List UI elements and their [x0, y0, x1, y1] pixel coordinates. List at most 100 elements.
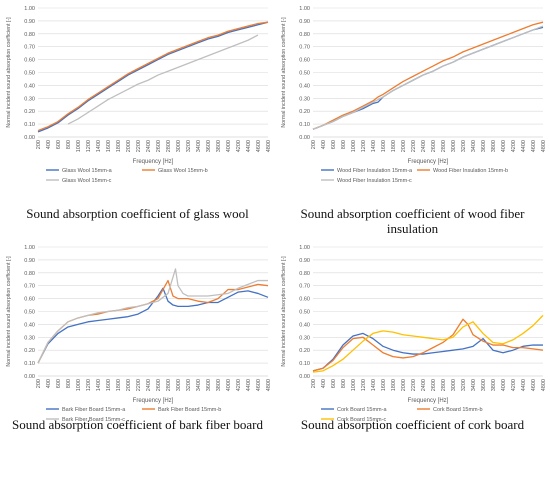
x-tick-label: 3000 — [176, 379, 182, 391]
y-axis-label: Normal incident sound absorption coeffic… — [281, 256, 287, 367]
y-tick-label: 0.10 — [24, 122, 35, 128]
series-line — [37, 268, 268, 364]
y-tick-label: 0.80 — [24, 271, 35, 277]
series-line — [312, 314, 544, 373]
x-tick-label: 3400 — [471, 379, 477, 391]
y-tick-label: 0.30 — [299, 96, 310, 102]
series-line — [312, 25, 544, 130]
x-tick-label: 3200 — [186, 379, 192, 391]
y-tick-label: 0.70 — [299, 45, 310, 51]
y-axis-label: Normal incident sound absorption coeffic… — [6, 17, 12, 128]
x-tick-label: 1200 — [86, 379, 92, 391]
y-tick-label: 0.10 — [299, 361, 310, 367]
x-tick-label: 1600 — [106, 379, 112, 391]
x-tick-label: 2400 — [421, 379, 427, 391]
x-tick-label: 1000 — [351, 379, 357, 391]
x-tick-label: 3000 — [176, 140, 182, 152]
series-line — [37, 21, 269, 133]
x-tick-label: 200 — [311, 140, 317, 149]
x-tick-label: 2600 — [431, 140, 437, 152]
x-tick-label: 2800 — [441, 379, 447, 391]
series-line — [312, 21, 544, 130]
y-tick-label: 0.50 — [24, 71, 35, 77]
x-tick-label: 3400 — [196, 140, 202, 152]
x-tick-label: 1200 — [361, 379, 367, 391]
x-tick-label: 1400 — [96, 140, 102, 152]
x-tick-label: 3200 — [186, 140, 192, 152]
x-tick-label: 3400 — [196, 379, 202, 391]
x-tick-label: 2600 — [156, 379, 162, 391]
legend-label: Bark Fiber Board 15mm-b — [158, 407, 221, 413]
x-tick-label: 2800 — [441, 140, 447, 152]
x-tick-label: 800 — [341, 140, 347, 149]
x-tick-label: 1000 — [76, 379, 82, 391]
x-tick-label: 2600 — [156, 140, 162, 152]
chart-panel-glass-wool: 0.00 0.10 0.20 0.30 0.40 0.50 0.60 0.70 0.80 0.90… — [0, 0, 275, 239]
x-tick-label: 3800 — [491, 379, 497, 391]
chart-glass-wool: 0.00 0.10 0.20 0.30 0.40 0.50 0.60 0.70 0.80 0.90… — [6, 6, 272, 184]
x-tick-label: 600 — [56, 140, 62, 149]
y-tick-label: 0.70 — [24, 45, 35, 51]
x-tick-label: 2200 — [411, 140, 417, 152]
series-line — [37, 21, 269, 132]
y-tick-label: 0.50 — [24, 310, 35, 316]
x-tick-label: 4400 — [246, 379, 252, 391]
y-tick-label: 0.30 — [24, 335, 35, 341]
x-tick-label: 2800 — [166, 379, 172, 391]
series-line — [37, 287, 269, 364]
x-tick-label: 1800 — [391, 140, 397, 152]
series-line — [67, 34, 259, 125]
x-tick-label: 400 — [321, 379, 327, 388]
chart-panel-wood-fiber: 0.00 0.10 0.20 0.30 0.40 0.50 0.60 0.70 0.80 0.90… — [275, 0, 550, 239]
x-tick-label: 2000 — [126, 140, 132, 152]
x-axis-label: Frequency [Hz] — [408, 159, 449, 165]
x-tick-label: 4400 — [521, 379, 527, 391]
x-tick-label: 4600 — [531, 140, 537, 152]
x-tick-label: 3600 — [206, 140, 212, 152]
y-tick-label: 0.80 — [299, 271, 310, 277]
y-tick-label: 0.00 — [24, 135, 35, 141]
x-tick-label: 4800 — [266, 379, 272, 391]
x-tick-label: 3000 — [451, 140, 457, 152]
x-tick-label: 2200 — [411, 379, 417, 391]
x-tick-label: 3200 — [461, 379, 467, 391]
x-tick-label: 4800 — [541, 140, 547, 152]
x-tick-label: 1800 — [391, 379, 397, 391]
x-tick-label: 1400 — [371, 379, 377, 391]
legend-label: Glass Wool 15mm-a — [62, 168, 113, 174]
y-tick-label: 0.70 — [299, 284, 310, 290]
y-axis-label: Normal incident sound absorption coeffic… — [6, 256, 12, 367]
x-tick-label: 2200 — [136, 379, 142, 391]
x-tick-label: 400 — [321, 140, 327, 149]
x-tick-label: 2600 — [431, 379, 437, 391]
y-axis-label: Normal incident sound absorption coeffic… — [281, 17, 287, 128]
x-tick-label: 1800 — [116, 140, 122, 152]
y-tick-label: 0.80 — [299, 32, 310, 38]
caption-bark-fiber: Sound absorption coefficient of bark fib… — [11, 417, 264, 432]
y-tick-label: 1.00 — [24, 6, 35, 12]
x-tick-label: 4000 — [501, 140, 507, 152]
x-tick-label: 1600 — [106, 140, 112, 152]
y-tick-label: 0.20 — [24, 109, 35, 115]
y-tick-label: 0.80 — [24, 32, 35, 38]
x-tick-label: 3800 — [216, 379, 222, 391]
x-axis-label: Frequency [Hz] — [408, 398, 449, 404]
chart-panel-bark-fiber: 0.00 0.10 0.20 0.30 0.40 0.50 0.60 0.70 0.80 0.90… — [0, 239, 275, 478]
y-tick-label: 0.50 — [299, 71, 310, 77]
x-tick-label: 800 — [66, 379, 72, 388]
x-tick-label: 200 — [311, 379, 317, 388]
y-tick-label: 0.60 — [299, 297, 310, 303]
x-tick-label: 2000 — [126, 379, 132, 391]
y-tick-label: 0.00 — [24, 374, 35, 380]
y-tick-label: 0.20 — [24, 348, 35, 354]
y-tick-label: 0.90 — [299, 19, 310, 25]
x-tick-label: 200 — [36, 140, 42, 149]
x-tick-label: 1800 — [116, 379, 122, 391]
chart-wood-fiber: 0.00 0.10 0.20 0.30 0.40 0.50 0.60 0.70 0.80 0.90… — [281, 6, 547, 184]
x-tick-label: 4800 — [541, 379, 547, 391]
series-line — [312, 332, 543, 372]
y-tick-label: 0.70 — [24, 284, 35, 290]
x-tick-label: 4000 — [226, 140, 232, 152]
x-tick-label: 1000 — [351, 140, 357, 152]
y-tick-label: 0.60 — [299, 58, 310, 64]
